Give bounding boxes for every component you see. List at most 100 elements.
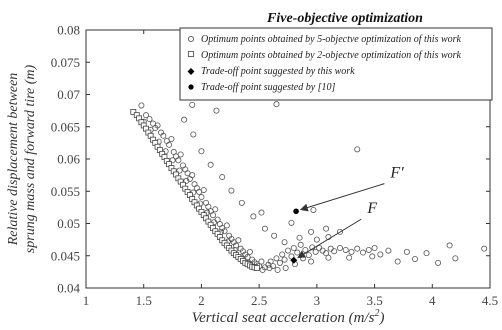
- y-tick-label: 0.07: [57, 87, 80, 102]
- legend-label-trade-off-this-work: Trade-off point suggested by this work: [201, 66, 355, 77]
- point-5-objective: [238, 199, 245, 206]
- annotation-arrow: [299, 183, 385, 212]
- point-5-objective: [274, 266, 281, 273]
- point-5-objective: [191, 181, 198, 188]
- point-5-objective: [394, 258, 401, 265]
- point-5-objective: [182, 166, 189, 173]
- x-tick-label: 3.5: [366, 293, 382, 308]
- annotation-label: F′: [389, 165, 404, 182]
- point-5-objective: [176, 167, 183, 174]
- point-5-objective: [250, 213, 257, 220]
- point-5-objective: [446, 242, 453, 249]
- point-5-objective: [190, 131, 197, 138]
- point-5-objective: [423, 250, 430, 257]
- point-5-objective: [319, 247, 326, 254]
- point-5-objective: [308, 228, 315, 235]
- legend-item-5-objective: Optimum points obtained by 5-objectve op…: [187, 34, 462, 45]
- point-5-objective: [369, 253, 376, 260]
- point-5-objective: [336, 228, 343, 235]
- point-5-objective: [296, 234, 303, 241]
- point-5-objective: [305, 252, 312, 259]
- point-2-objective: [130, 109, 137, 115]
- point-5-objective: [284, 247, 291, 254]
- y-tick-label: 0.055: [51, 184, 80, 199]
- point-5-objective: [219, 174, 226, 181]
- point-5-objective: [297, 241, 304, 248]
- x-tick-label: 2.5: [251, 293, 267, 308]
- trade-off-point-ref10: [293, 208, 299, 215]
- point-5-objective: [221, 228, 228, 235]
- point-5-objective: [169, 157, 176, 164]
- point-5-objective: [331, 248, 338, 255]
- point-5-objective: [290, 245, 297, 252]
- point-5-objective: [207, 161, 214, 168]
- y-tick-label: 0.05: [57, 216, 80, 231]
- y-axis-label: Relative displacement between sprung mas…: [6, 64, 38, 253]
- point-5-objective: [179, 162, 186, 169]
- annotation-arrow: [297, 218, 362, 259]
- point-5-objective: [354, 146, 361, 153]
- point-5-objective: [259, 266, 266, 273]
- x-tick-label: 3: [314, 293, 321, 308]
- point-5-objective: [168, 136, 175, 143]
- point-5-objective: [203, 199, 210, 206]
- point-5-objective: [269, 263, 276, 270]
- chart-title: Five-objective optimization: [266, 11, 423, 26]
- point-5-objective: [377, 251, 384, 258]
- point-5-objective: [143, 112, 150, 119]
- point-5-objective: [452, 255, 459, 262]
- x-tick-label: 2: [198, 293, 205, 308]
- y-tick-label: 0.065: [51, 119, 80, 134]
- point-5-objective: [209, 212, 216, 219]
- x-tick-label: 1: [83, 293, 90, 308]
- trade-off-point-this-work: [290, 256, 298, 264]
- title-backdrop: [240, 6, 450, 30]
- x-tick-label: 4: [429, 293, 436, 308]
- point-5-objective: [308, 258, 315, 265]
- point-5-objective: [175, 157, 182, 164]
- point-5-objective: [281, 239, 288, 246]
- point-5-objective: [223, 222, 230, 229]
- legend: Optimum points obtained by 5-objectve op…: [179, 27, 493, 101]
- point-5-objective: [233, 242, 240, 249]
- legend-marker-diamond-filled: [187, 68, 195, 75]
- legend-item-trade-off-this-work: Trade-off point suggested by this work: [187, 66, 355, 77]
- point-5-objective: [300, 255, 307, 262]
- point-5-objective: [193, 185, 200, 192]
- point-5-objective: [310, 206, 317, 213]
- legend-label-2-objective: Optimum points obtained by 2-objectve op…: [201, 50, 462, 61]
- point-5-objective: [213, 107, 220, 114]
- scatter-points: [130, 39, 488, 273]
- point-5-objective: [288, 219, 295, 226]
- y-tick-label: 0.06: [57, 152, 80, 167]
- point-5-objective: [325, 254, 332, 261]
- x-axis-label: Vertical seat acceleration (m/s2): [192, 308, 385, 326]
- y-axis-label-line-2: sprung mass and forward tire (m): [23, 64, 38, 253]
- legend-item-2-objective: Optimum points obtained by 2-objectve op…: [187, 50, 462, 61]
- point-5-objective: [281, 256, 288, 263]
- point-5-objective: [327, 245, 334, 252]
- point-5-objective: [261, 225, 268, 232]
- legend-marker-square-open: [187, 50, 195, 58]
- point-5-objective: [282, 265, 289, 272]
- point-5-objective: [323, 225, 330, 232]
- point-5-objective: [183, 177, 190, 184]
- point-5-objective: [266, 265, 273, 272]
- point-5-objective: [198, 148, 205, 155]
- point-5-objective: [288, 253, 295, 260]
- point-5-objective: [146, 116, 153, 123]
- legend-label-trade-off-ref10: Trade-off point suggested by [10]: [201, 82, 336, 93]
- point-5-objective: [198, 194, 205, 201]
- point-5-objective: [181, 116, 188, 123]
- x-tick-label: 1.5: [136, 293, 152, 308]
- point-2-objective: [253, 265, 260, 271]
- point-5-objective: [279, 251, 286, 258]
- point-5-objective: [138, 102, 145, 109]
- point-5-objective: [385, 247, 392, 254]
- point-5-objective: [403, 248, 410, 255]
- point-5-objective: [271, 232, 278, 239]
- point-5-objective: [360, 249, 367, 256]
- legend-marker-circle-open: [187, 35, 195, 43]
- legend-marker-circle-filled: [188, 84, 194, 90]
